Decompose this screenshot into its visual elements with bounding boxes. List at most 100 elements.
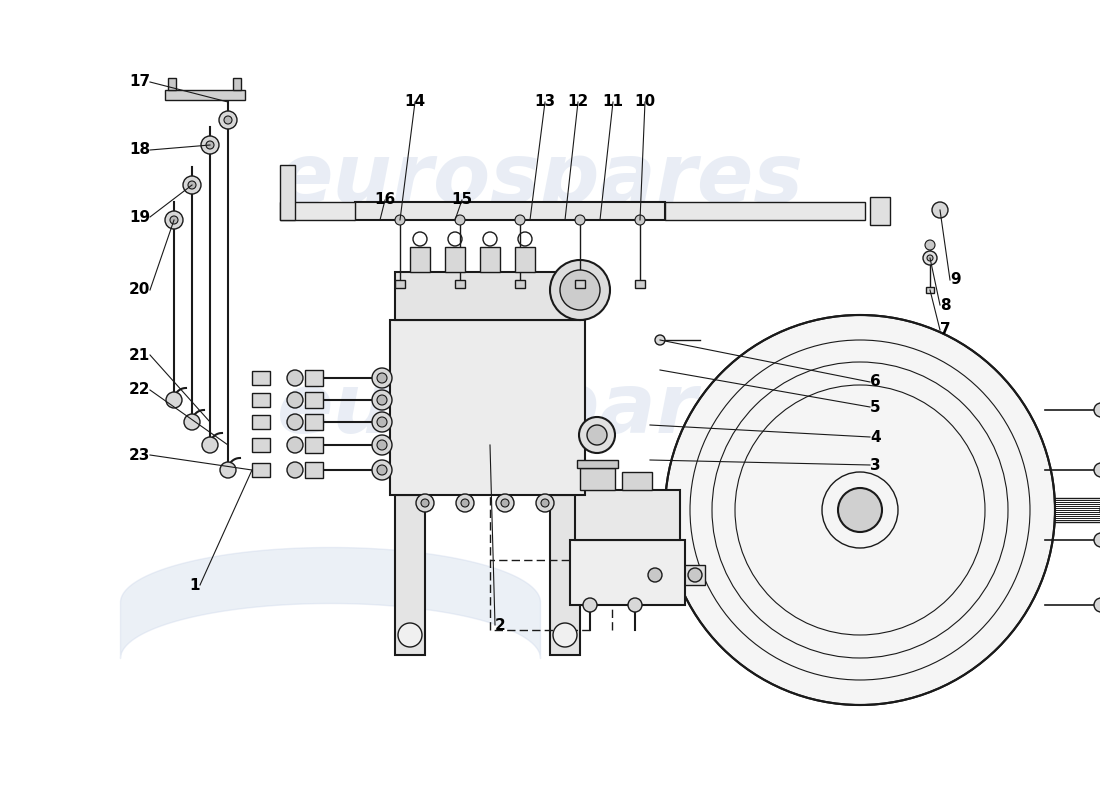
Bar [252, 415, 270, 429]
Circle shape [372, 435, 392, 455]
Bar [252, 393, 270, 407]
Bar [390, 320, 585, 495]
Circle shape [377, 465, 387, 475]
Bar [165, 90, 245, 100]
Circle shape [666, 315, 1055, 705]
Text: 17: 17 [129, 74, 150, 90]
Circle shape [377, 395, 387, 405]
Circle shape [165, 211, 183, 229]
Circle shape [628, 598, 642, 612]
Circle shape [1094, 403, 1100, 417]
Bar [252, 371, 270, 385]
Circle shape [372, 460, 392, 480]
Circle shape [536, 494, 554, 512]
Circle shape [287, 392, 303, 408]
Circle shape [456, 494, 474, 512]
Circle shape [635, 215, 645, 225]
Bar [480, 247, 501, 272]
Circle shape [560, 270, 600, 310]
Bar [395, 495, 425, 655]
Text: 15: 15 [451, 193, 473, 207]
Text: 22: 22 [129, 382, 150, 398]
Circle shape [224, 116, 232, 124]
Polygon shape [645, 565, 705, 585]
Circle shape [206, 141, 214, 149]
Text: 2: 2 [495, 618, 506, 633]
Bar [446, 247, 465, 272]
Bar [305, 370, 323, 386]
Circle shape [372, 368, 392, 388]
Circle shape [219, 111, 236, 129]
Circle shape [500, 499, 509, 507]
Bar [233, 78, 241, 90]
Text: 18: 18 [129, 142, 150, 158]
Bar [168, 78, 176, 90]
Bar [410, 247, 430, 272]
Bar [355, 202, 666, 220]
Circle shape [287, 437, 303, 453]
Circle shape [553, 623, 578, 647]
Circle shape [932, 202, 948, 218]
Bar [870, 197, 890, 225]
Circle shape [202, 437, 218, 453]
Bar [926, 287, 934, 293]
Circle shape [201, 136, 219, 154]
Circle shape [372, 390, 392, 410]
Bar [515, 280, 525, 288]
Bar [635, 280, 645, 288]
Text: 5: 5 [870, 399, 881, 414]
Circle shape [496, 494, 514, 512]
Text: 13: 13 [535, 94, 556, 110]
Circle shape [550, 260, 610, 320]
Circle shape [455, 215, 465, 225]
Bar [280, 202, 355, 220]
Circle shape [377, 417, 387, 427]
Text: 21: 21 [129, 347, 150, 362]
Circle shape [838, 488, 882, 532]
Circle shape [925, 240, 935, 250]
Text: 12: 12 [568, 94, 588, 110]
Text: 14: 14 [405, 94, 426, 110]
Bar [666, 202, 865, 220]
Circle shape [515, 215, 525, 225]
Circle shape [579, 417, 615, 453]
Text: eurospares: eurospares [276, 370, 803, 450]
Circle shape [188, 181, 196, 189]
Circle shape [220, 462, 236, 478]
Bar [575, 490, 680, 540]
Text: 9: 9 [950, 273, 960, 287]
Circle shape [372, 412, 392, 432]
Text: 7: 7 [940, 322, 950, 338]
Bar [455, 280, 465, 288]
Bar [252, 463, 270, 477]
Bar [570, 540, 685, 605]
Circle shape [654, 335, 666, 345]
Text: 4: 4 [870, 430, 881, 445]
Text: 16: 16 [374, 193, 396, 207]
Circle shape [183, 176, 201, 194]
Text: 6: 6 [870, 374, 881, 390]
Circle shape [648, 568, 662, 582]
Text: 8: 8 [940, 298, 950, 313]
Circle shape [1094, 463, 1100, 477]
Bar [621, 472, 652, 490]
Text: 23: 23 [129, 447, 150, 462]
Circle shape [416, 494, 434, 512]
Circle shape [398, 623, 422, 647]
Bar [305, 414, 323, 430]
Circle shape [1094, 533, 1100, 547]
Text: 11: 11 [603, 94, 624, 110]
Circle shape [927, 255, 933, 261]
Bar [305, 392, 323, 408]
Bar [252, 438, 270, 452]
Text: 1: 1 [189, 578, 200, 593]
Bar [280, 165, 295, 220]
Circle shape [166, 392, 182, 408]
Circle shape [170, 216, 178, 224]
Circle shape [377, 373, 387, 383]
Text: 20: 20 [129, 282, 150, 298]
Bar [575, 280, 585, 288]
Circle shape [587, 425, 607, 445]
Circle shape [461, 499, 469, 507]
Circle shape [575, 215, 585, 225]
